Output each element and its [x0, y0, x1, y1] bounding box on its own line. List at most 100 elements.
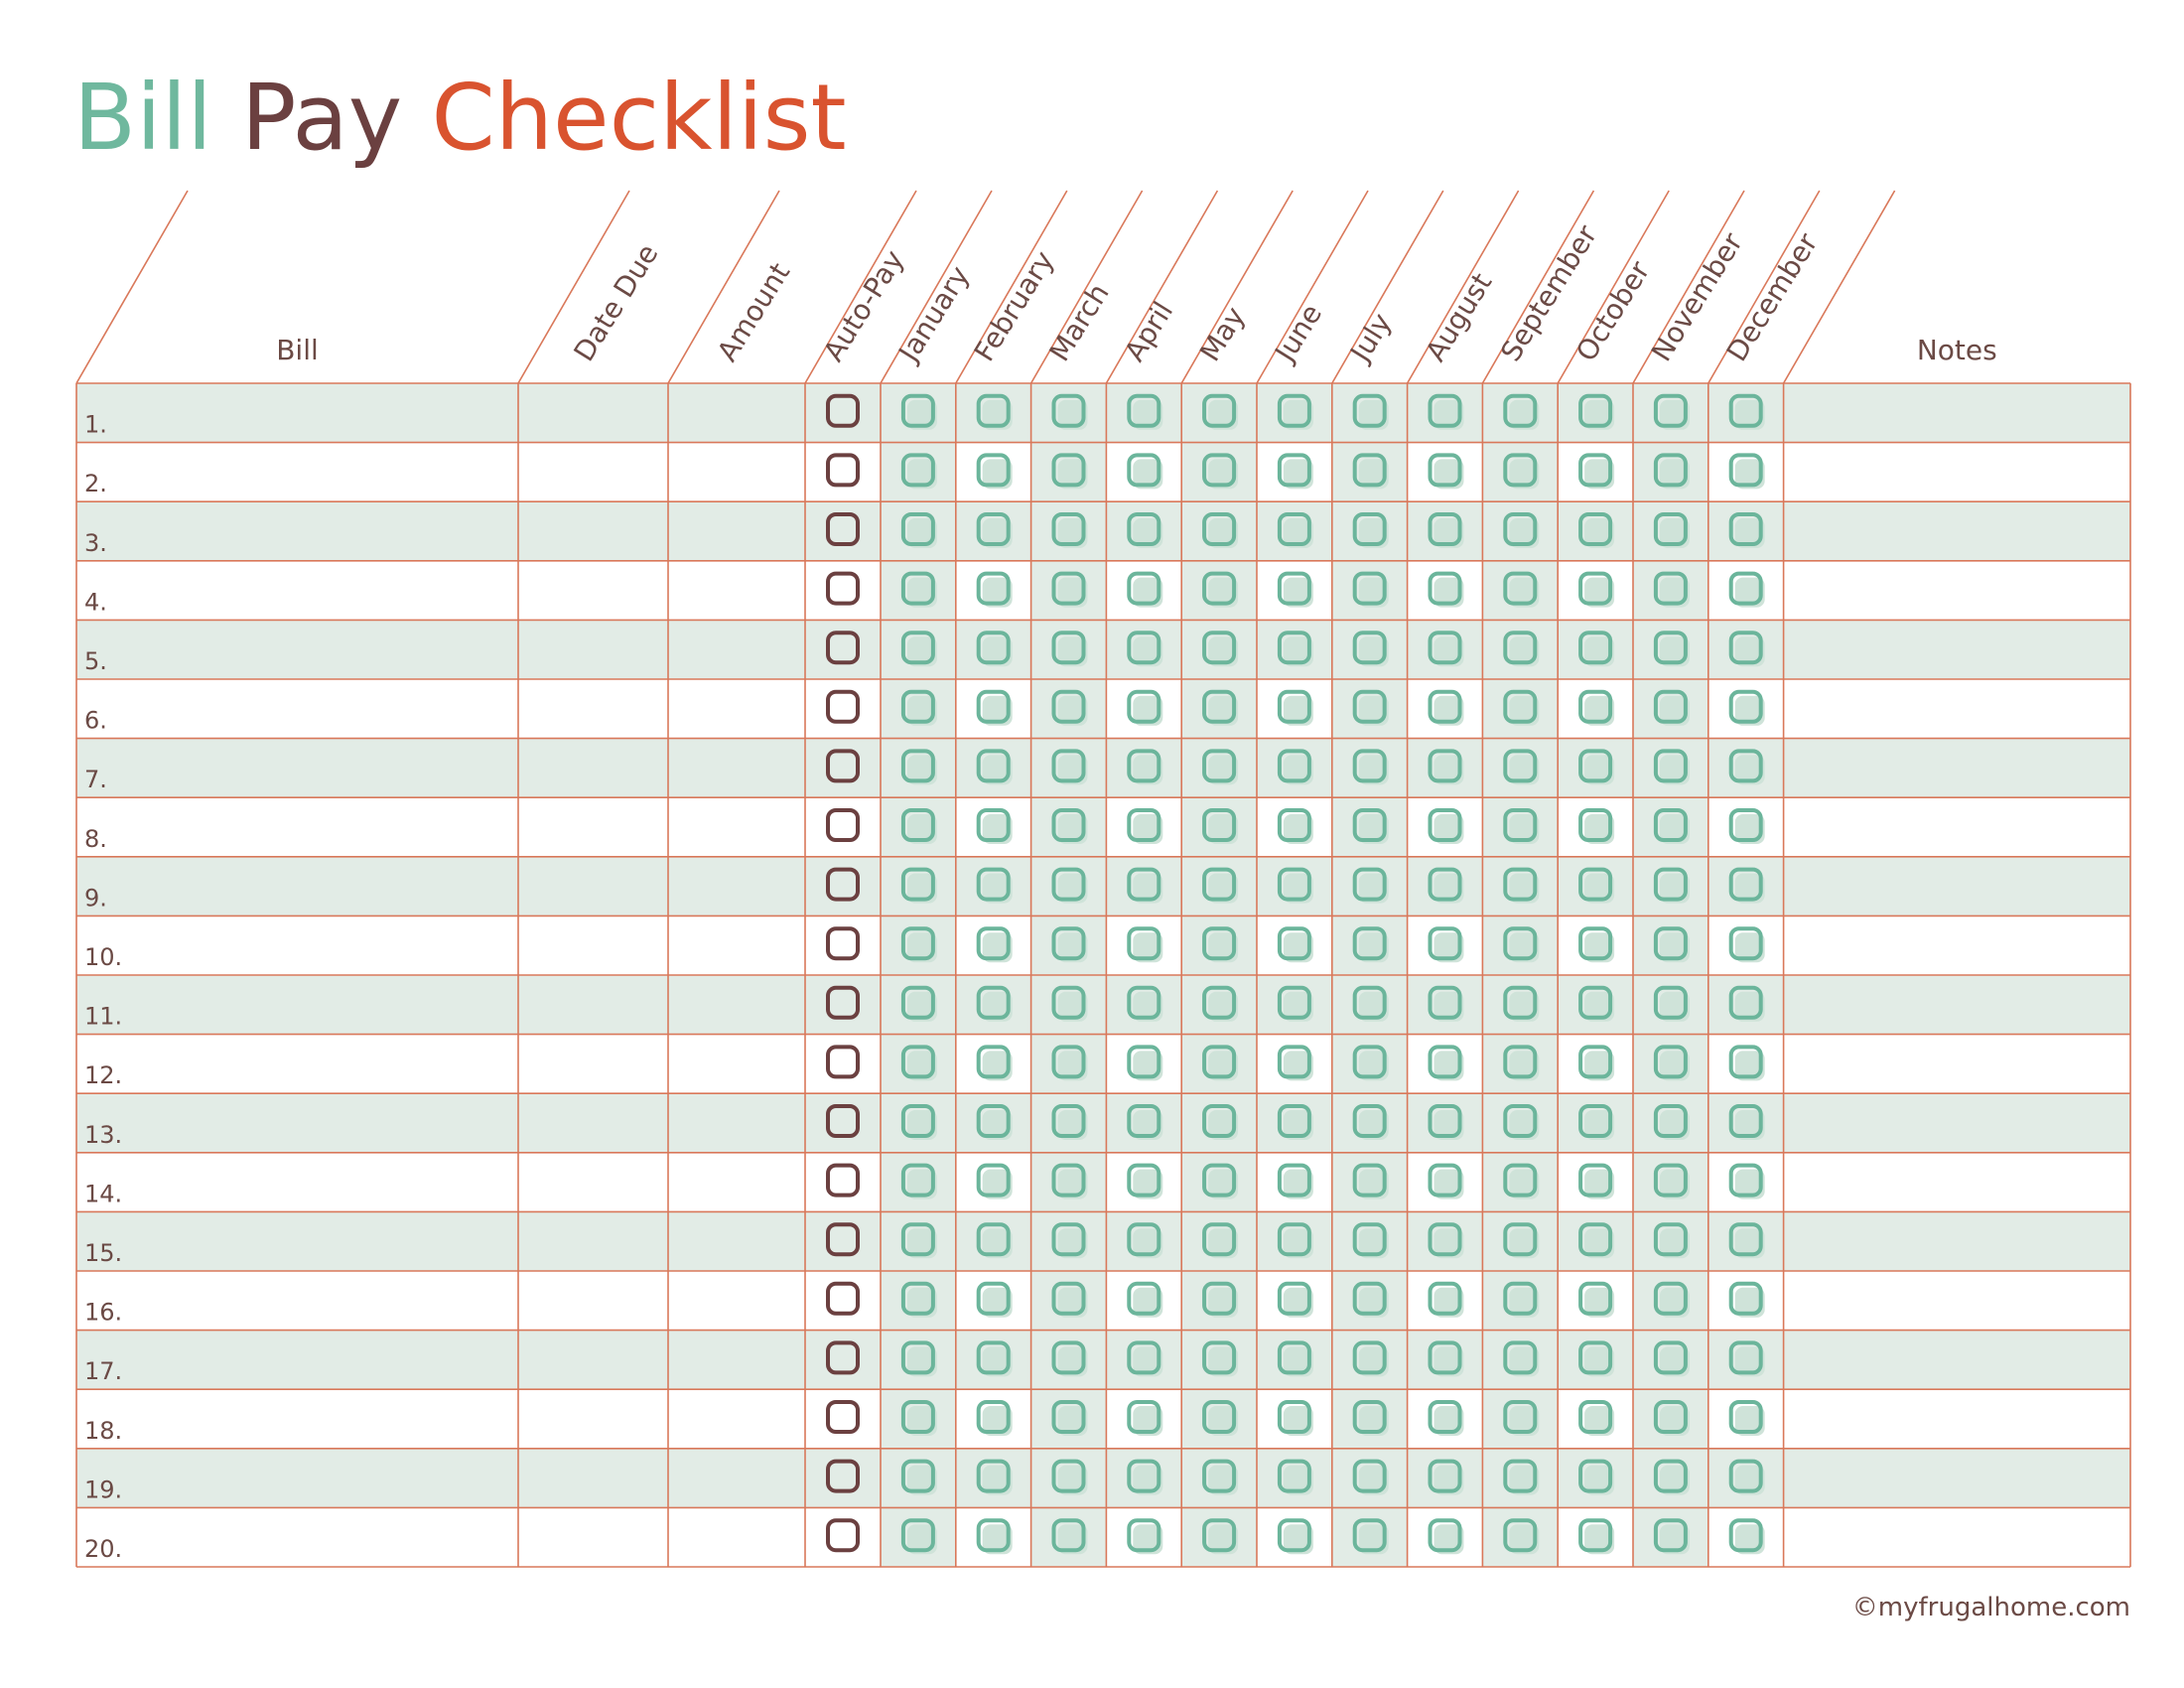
checkbox: [826, 985, 860, 1020]
checkbox: [1728, 1400, 1763, 1434]
checkbox: [1127, 1281, 1161, 1316]
row-shade: [76, 620, 2130, 679]
row-shade: [76, 1448, 2130, 1508]
column-header: Notes: [1917, 334, 1997, 366]
column-header: July: [1343, 308, 1399, 369]
checkbox: [1127, 1045, 1161, 1079]
row-number: 18.: [84, 1417, 122, 1445]
checkbox: [900, 985, 935, 1020]
checkbox: [1428, 1340, 1462, 1375]
checkbox: [1728, 985, 1763, 1020]
checkbox: [1127, 926, 1161, 961]
checkbox: [1578, 631, 1613, 665]
checkbox: [1202, 1281, 1237, 1316]
row-number: 8.: [84, 825, 107, 853]
checkbox: [900, 808, 935, 842]
row-shade: [76, 1093, 2130, 1153]
header-diagonal: [517, 190, 630, 384]
row-number: 19.: [84, 1476, 122, 1503]
checkbox: [1503, 808, 1538, 842]
checkbox: [1127, 393, 1161, 428]
checkbox: [1503, 393, 1538, 428]
checkbox: [1277, 1222, 1311, 1257]
checkbox: [1428, 571, 1462, 606]
checkbox: [1277, 1281, 1311, 1316]
checkbox: [1503, 453, 1538, 488]
checklist-table: Bill Date Due Amount Auto-PayJanuaryFebruar…: [75, 190, 2131, 1568]
checkbox: [1352, 393, 1387, 428]
checkbox: [1352, 689, 1387, 724]
row-number: 15.: [84, 1239, 122, 1267]
checkbox: [1277, 453, 1311, 488]
row-number: 4.: [84, 588, 107, 616]
checkbox: [1653, 1045, 1688, 1079]
checkbox: [1127, 749, 1161, 783]
checkbox: [1051, 453, 1086, 488]
checkbox: [1503, 1222, 1538, 1257]
checkbox: [1127, 631, 1161, 665]
checkbox: [900, 512, 935, 546]
row-number: 10.: [84, 943, 122, 971]
checkbox: [1202, 1163, 1237, 1197]
header-diagonal: [1180, 190, 1294, 384]
checkbox: [1503, 1518, 1538, 1553]
checkbox: [1428, 1518, 1462, 1553]
checkbox: [1578, 985, 1613, 1020]
checkbox: [1428, 1222, 1462, 1257]
checkbox: [826, 453, 860, 488]
row-number: 9.: [84, 884, 107, 912]
checkbox: [1728, 749, 1763, 783]
checkbox: [1051, 1281, 1086, 1316]
checkbox: [1352, 867, 1387, 902]
column-header: Bill: [276, 334, 319, 366]
checkbox: [900, 571, 935, 606]
checkbox: [1352, 1459, 1387, 1493]
row-shade: [76, 501, 2130, 561]
checkbox: [1352, 749, 1387, 783]
checkbox: [1051, 1045, 1086, 1079]
column-header: January: [891, 260, 976, 368]
checkbox: [1503, 631, 1538, 665]
checkbox: [1578, 1104, 1613, 1138]
checkbox: [976, 1518, 1011, 1553]
checkbox: [1127, 808, 1161, 842]
checkbox: [1428, 985, 1462, 1020]
header-diagonal: [1331, 190, 1444, 384]
checkbox: [1728, 1518, 1763, 1553]
checkbox: [1578, 1459, 1613, 1493]
checkbox: [1653, 1400, 1688, 1434]
checkbox: [826, 749, 860, 783]
checkbox: [976, 512, 1011, 546]
checkbox: [1728, 1340, 1763, 1375]
checkbox: [826, 512, 860, 546]
checkbox: [1277, 926, 1311, 961]
checkbox: [1428, 1045, 1462, 1079]
checkbox: [1578, 689, 1613, 724]
checkbox: [1578, 926, 1613, 961]
checkbox: [976, 749, 1011, 783]
header-diagonal: [804, 190, 917, 384]
checkbox: [1051, 985, 1086, 1020]
checkbox: [1277, 808, 1311, 842]
checkbox: [1352, 631, 1387, 665]
checkbox: [1728, 571, 1763, 606]
checkbox: [1578, 453, 1613, 488]
checkbox: [1051, 1400, 1086, 1434]
checkbox: [826, 1400, 860, 1434]
header-diagonal: [1406, 190, 1520, 384]
checkbox: [1127, 689, 1161, 724]
checkbox: [826, 393, 860, 428]
checkbox: [1352, 1222, 1387, 1257]
checkbox: [1051, 1104, 1086, 1138]
checkbox: [1277, 985, 1311, 1020]
checkbox: [900, 1518, 935, 1553]
checkbox: [826, 867, 860, 902]
checkbox: [900, 1045, 935, 1079]
header-diagonal: [1557, 190, 1670, 384]
checkbox: [1578, 1045, 1613, 1079]
checkbox: [1503, 867, 1538, 902]
row-number: 3.: [84, 529, 107, 557]
checkbox: [1503, 1045, 1538, 1079]
header-diagonal: [667, 190, 780, 384]
